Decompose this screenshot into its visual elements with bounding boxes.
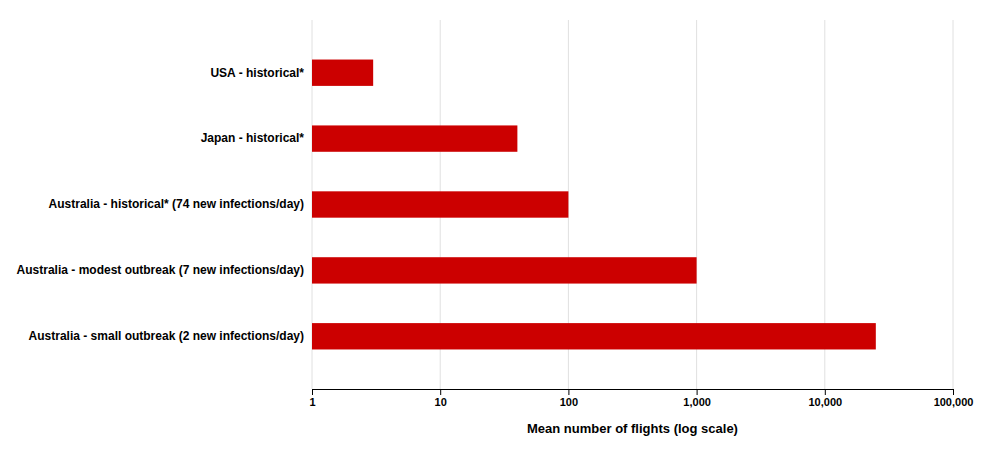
bar bbox=[312, 257, 697, 283]
tick-label: 100 bbox=[560, 396, 578, 408]
tick-label: Japan - historical* bbox=[201, 131, 305, 145]
bar bbox=[312, 60, 373, 86]
tick: 100 bbox=[560, 389, 578, 408]
tick: 100,000 bbox=[934, 389, 974, 408]
tick: 10 bbox=[435, 389, 447, 408]
tick-label: 1,000 bbox=[683, 396, 711, 408]
tick: USA - historical* bbox=[210, 66, 304, 80]
tick-label: 100,000 bbox=[934, 396, 974, 408]
x-axis-title: Mean number of flights (log scale) bbox=[527, 421, 738, 436]
tick-label: 1 bbox=[309, 396, 315, 408]
tick: Japan - historical* bbox=[201, 131, 305, 145]
tick: 1 bbox=[309, 389, 315, 408]
tick-label: USA - historical* bbox=[210, 66, 304, 80]
tick: Australia - historical* (74 new infectio… bbox=[49, 197, 304, 211]
x-axis: 1 10 100 1,000 10,000 100,000 bbox=[309, 389, 973, 408]
tick-mark bbox=[697, 389, 698, 395]
chart: 1 10 100 1,000 10,000 100,000 Australia - smal… bbox=[0, 0, 993, 451]
bar bbox=[312, 191, 568, 217]
tick-label: Australia - historical* (74 new infectio… bbox=[49, 197, 304, 211]
bars bbox=[312, 60, 876, 350]
tick-mark bbox=[825, 389, 826, 395]
plot: 1 10 100 1,000 10,000 100,000 Australia - smal… bbox=[17, 20, 974, 436]
grid bbox=[312, 20, 953, 389]
y-axis: Australia - small outbreak (2 new infect… bbox=[17, 66, 305, 344]
grid-line bbox=[953, 20, 954, 389]
tick-mark bbox=[312, 389, 313, 395]
tick-label: Australia - modest outbreak (7 new infec… bbox=[17, 263, 304, 277]
tick-mark bbox=[440, 389, 441, 395]
tick-label: 10,000 bbox=[808, 396, 842, 408]
tick-label: 10 bbox=[435, 396, 447, 408]
tick-mark bbox=[568, 389, 569, 395]
tick: 10,000 bbox=[808, 389, 842, 408]
tick: Australia - small outbreak (2 new infect… bbox=[29, 329, 304, 343]
bar bbox=[312, 323, 876, 349]
tick-mark bbox=[953, 389, 954, 395]
axis-line bbox=[313, 390, 954, 396]
tick-label: Australia - small outbreak (2 new infect… bbox=[29, 329, 304, 343]
tick: Australia - modest outbreak (7 new infec… bbox=[17, 263, 304, 277]
bar bbox=[312, 125, 517, 151]
tick: 1,000 bbox=[683, 389, 711, 408]
